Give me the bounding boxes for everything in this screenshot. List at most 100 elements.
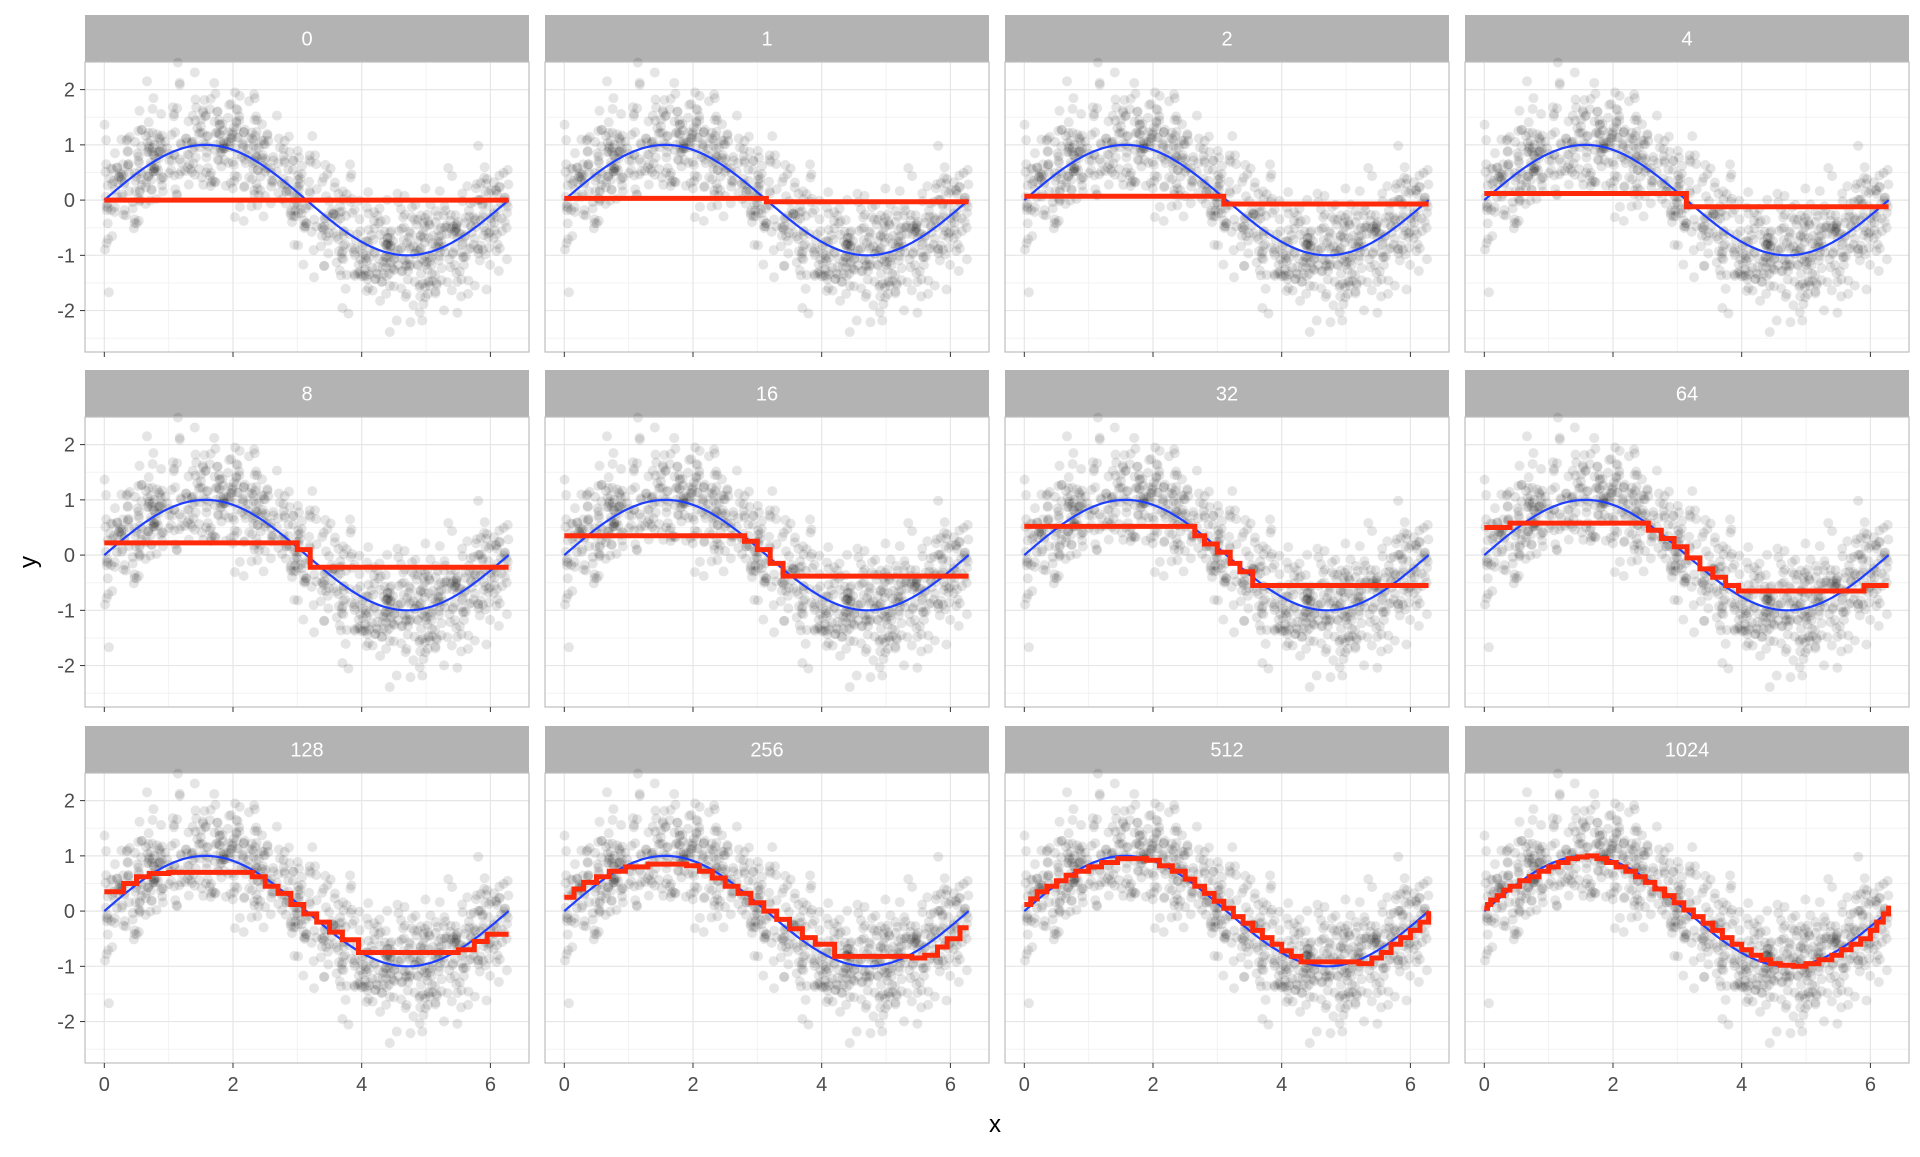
data-point	[1226, 157, 1236, 167]
data-point	[172, 458, 182, 468]
data-point	[911, 210, 921, 220]
data-point	[355, 214, 365, 224]
data-point	[336, 625, 346, 635]
data-point	[849, 281, 859, 291]
data-point	[1742, 274, 1752, 284]
data-point	[480, 604, 490, 614]
data-point	[699, 571, 709, 581]
data-point	[285, 502, 295, 512]
data-point	[1846, 243, 1856, 253]
data-point	[248, 519, 258, 529]
data-point	[142, 76, 152, 86]
data-point	[1393, 141, 1403, 151]
data-point	[427, 269, 437, 279]
data-point	[386, 581, 396, 591]
data-point	[1483, 180, 1493, 190]
data-point	[1603, 113, 1613, 123]
data-point	[1213, 175, 1223, 185]
data-point	[495, 182, 505, 192]
data-point	[633, 58, 643, 68]
data-point	[439, 305, 449, 315]
data-point	[1874, 171, 1884, 181]
data-point	[1589, 78, 1599, 88]
data-point	[815, 581, 825, 591]
data-point	[916, 291, 926, 301]
data-point	[852, 316, 862, 326]
data-point	[594, 216, 604, 226]
data-point	[590, 137, 600, 147]
data-point	[1769, 281, 1779, 291]
data-point	[1627, 174, 1637, 184]
data-point	[495, 537, 505, 547]
data-point	[324, 551, 334, 561]
data-point	[1481, 135, 1491, 145]
data-point	[1382, 181, 1392, 191]
data-point	[362, 641, 372, 651]
data-point	[319, 261, 329, 271]
data-point	[470, 636, 480, 646]
data-point	[1817, 263, 1827, 273]
data-point	[389, 636, 399, 646]
data-point	[1221, 221, 1231, 231]
data-point	[1312, 189, 1322, 199]
data-point	[1030, 148, 1040, 158]
data-point	[912, 277, 922, 287]
data-point	[761, 203, 771, 213]
data-point	[420, 539, 430, 549]
data-point	[670, 89, 680, 99]
data-point	[1673, 175, 1683, 185]
data-point	[175, 433, 185, 443]
data-point	[361, 253, 371, 263]
data-point	[1336, 230, 1346, 240]
data-point	[1265, 159, 1275, 169]
data-point	[1119, 95, 1129, 105]
data-point	[561, 135, 571, 145]
data-point	[1240, 160, 1250, 170]
data-point	[899, 305, 909, 315]
panel: 1	[545, 15, 989, 357]
data-point	[674, 115, 684, 125]
data-point	[486, 218, 496, 228]
data-point	[699, 140, 709, 150]
data-point	[1048, 204, 1058, 214]
data-point	[620, 137, 630, 147]
data-point	[235, 91, 245, 101]
data-point	[1861, 284, 1871, 294]
data-point	[235, 557, 245, 567]
data-point	[244, 96, 254, 106]
data-point	[1256, 270, 1266, 280]
data-point	[1480, 120, 1490, 130]
data-point	[567, 231, 577, 241]
data-point	[1700, 160, 1710, 170]
data-point	[272, 111, 282, 121]
data-point	[1523, 138, 1533, 148]
data-point	[616, 109, 626, 119]
data-point	[285, 147, 295, 157]
data-point	[941, 284, 951, 294]
data-point	[396, 243, 406, 253]
data-point	[662, 131, 672, 141]
data-point	[767, 131, 777, 141]
data-point	[1502, 136, 1512, 146]
data-point	[427, 624, 437, 634]
data-point	[446, 578, 456, 588]
data-point	[1380, 218, 1390, 228]
data-point	[502, 254, 512, 264]
data-point	[933, 141, 943, 151]
data-point	[931, 183, 941, 193]
data-point	[462, 536, 472, 546]
data-point	[1610, 170, 1620, 180]
data-point	[1631, 112, 1641, 122]
data-point	[1372, 277, 1382, 287]
data-point	[458, 551, 468, 561]
data-point	[690, 170, 700, 180]
data-point	[251, 112, 261, 122]
data-point	[1229, 272, 1239, 282]
data-point	[148, 93, 158, 103]
data-point	[350, 271, 360, 281]
data-point	[1712, 231, 1722, 241]
data-point	[876, 230, 886, 240]
data-point	[815, 226, 825, 236]
data-point	[1839, 252, 1849, 262]
data-point	[672, 127, 682, 137]
